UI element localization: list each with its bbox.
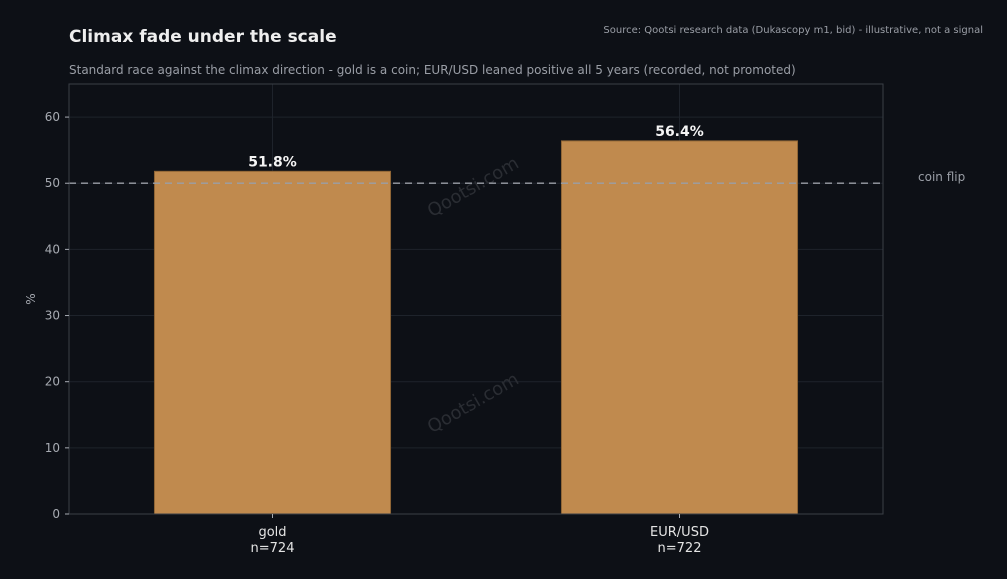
- y-tick-label: 50: [45, 176, 60, 190]
- chart-source: Source: Qootsi research data (Dukascopy …: [603, 25, 983, 36]
- x-tick-sublabel: n=722: [658, 541, 702, 556]
- plot-frame: [68, 83, 884, 515]
- y-tick-label: 0: [52, 507, 60, 521]
- y-tick-label: 10: [45, 441, 60, 455]
- x-tick-label: gold: [258, 525, 286, 540]
- y-axis-label: %: [24, 293, 38, 304]
- data-label: 56.4%: [655, 124, 704, 140]
- y-tick-label: 20: [45, 375, 60, 389]
- x-tick-label: EUR/USD: [650, 525, 709, 540]
- y-tick-label: 60: [45, 110, 60, 124]
- y-tick-label: 40: [45, 242, 60, 256]
- chart-title: Climax fade under the scale: [69, 27, 337, 47]
- y-tick-label: 30: [45, 309, 60, 323]
- x-tick-sublabel: n=724: [251, 541, 295, 556]
- chart-subtitle: Standard race against the climax directi…: [69, 63, 796, 77]
- reference-line-label: coin flip: [918, 170, 965, 184]
- bar-1: [560, 140, 799, 515]
- data-label: 51.8%: [248, 154, 297, 170]
- bar-0: [153, 170, 392, 515]
